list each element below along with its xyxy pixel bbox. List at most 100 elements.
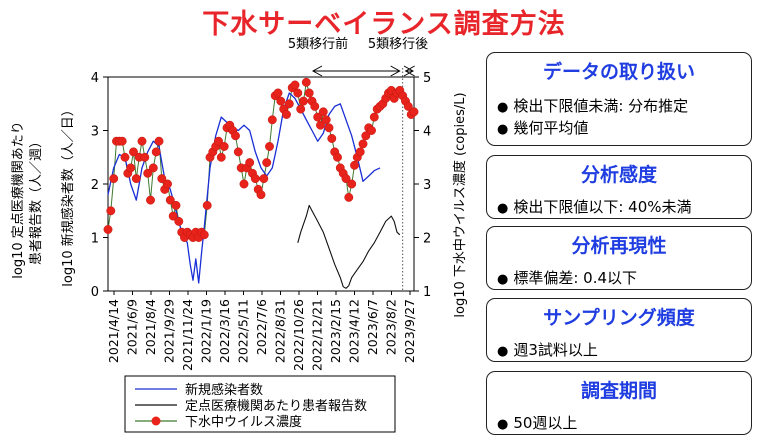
x-tick-label: 2023/9/27 <box>402 299 417 363</box>
wastewater-point <box>250 174 260 184</box>
left-axis-label-1: log10 定点医療機関あたり <box>11 121 26 279</box>
panel-item: ● 検出下限値未満: 分布推定 <box>487 96 751 118</box>
panel-1: 分析感度 ● 検出下限値以下: 40%未満 <box>486 155 752 219</box>
panel-2: 分析再現性 ● 標準偏差: 0.4以下 <box>486 226 752 290</box>
x-tick-label: 2021/11/24 <box>180 299 195 371</box>
legend-marker <box>151 416 161 426</box>
wastewater-point <box>120 152 130 162</box>
bullet-icon: ● <box>497 201 509 216</box>
line-chart: 0 1 2 3 4 1 2 3 4 5 2021/4/14 2021/6/9 2021/8/4 2021/… <box>11 36 468 433</box>
wastewater-point <box>233 147 243 157</box>
wastewater-point <box>361 131 371 141</box>
wastewater-point <box>284 99 294 109</box>
panel-item: ● 標準偏差: 0.4以下 <box>487 268 751 290</box>
wastewater-point <box>131 174 141 184</box>
wastewater-point <box>276 96 286 106</box>
x-tick-label: 2021/9/29 <box>162 299 177 363</box>
bullet-icon: ● <box>497 272 509 287</box>
left-tick-label: 3 <box>91 125 99 140</box>
after-period-arrow-head <box>404 65 415 77</box>
left-axis-label-3: log10 新規感染者数（人／日） <box>60 103 76 287</box>
wastewater-point <box>318 107 328 117</box>
x-tick-label: 2021/6/9 <box>125 299 140 355</box>
x-tick-label: 2022/10/26 <box>291 299 306 371</box>
panel-3: サンプリング頻度 ● 週3試料以上 <box>486 298 752 362</box>
wastewater-point <box>137 136 147 146</box>
wastewater-point <box>202 200 212 210</box>
right-tick-label: 3 <box>423 178 431 193</box>
panel-4: 調査期間 ● 50週以上 <box>486 371 752 435</box>
panel-item: ● 幾何平均値 <box>487 118 751 140</box>
bullet-icon: ● <box>497 100 509 115</box>
wastewater-point <box>259 174 269 184</box>
left-tick-label: 1 <box>91 232 99 247</box>
wastewater-point <box>216 152 226 162</box>
wastewater-point <box>296 104 306 114</box>
bullet-icon: ● <box>497 344 509 359</box>
wastewater-point <box>367 126 376 135</box>
panel-title: 調査期間 <box>580 380 657 402</box>
before-period-arrow-head <box>311 65 323 77</box>
legend-label-0: 新規感染者数 <box>185 382 263 398</box>
wastewater-point <box>117 136 127 146</box>
x-tick-label: 2022/1/19 <box>199 299 214 363</box>
wastewater-point <box>148 163 158 173</box>
wastewater-point <box>267 115 277 125</box>
x-tick-label: 2023/2/15 <box>328 299 343 363</box>
panel-item-text: 週3試料以上 <box>513 341 598 359</box>
wastewater-point <box>273 88 283 98</box>
panel-title: データの取り扱い <box>542 61 695 83</box>
wastewater-point <box>140 152 150 162</box>
bullet-icon: ● <box>497 417 509 432</box>
wastewater-point <box>146 195 155 205</box>
page-title: 下水サーベイランス調査方法 <box>202 9 566 40</box>
panel-title: サンプリング頻度 <box>543 307 695 329</box>
wastewater-point <box>409 107 419 117</box>
wastewater-point <box>327 134 337 143</box>
chart-series <box>103 77 419 289</box>
right-tick-label: 2 <box>423 232 431 247</box>
wastewater-point <box>143 168 153 178</box>
x-tick-label: 2021/8/4 <box>143 299 158 355</box>
wastewater-point <box>282 110 291 119</box>
panel-title: 分析感度 <box>580 164 657 186</box>
panel-item: ● 週3試料以上 <box>487 340 751 362</box>
x-tick-label: 2022/5/11 <box>236 299 251 363</box>
right-tick-label: 1 <box>423 285 431 300</box>
wastewater-point <box>344 192 354 202</box>
left-axis-label-2: 患者報告数（人／週） <box>29 135 44 265</box>
right-tick-label: 4 <box>423 125 431 140</box>
wastewater-point <box>403 101 413 111</box>
wastewater-point <box>333 152 342 162</box>
panel-title: 分析再現性 <box>571 235 667 257</box>
legend-box <box>124 375 396 433</box>
wastewater-point <box>310 101 320 111</box>
wastewater-point <box>265 142 274 151</box>
wastewater-point <box>214 136 223 146</box>
plot-frame <box>107 76 415 292</box>
panel-item: ● 50週以上 <box>487 413 751 435</box>
wastewater-point <box>262 158 272 168</box>
right-tick-label: 5 <box>423 71 431 86</box>
wastewater-point <box>231 131 240 141</box>
wastewater-line <box>107 81 415 238</box>
x-tick-label: 2022/7/6 <box>254 299 269 355</box>
wastewater-point <box>219 142 229 151</box>
wastewater-point <box>168 211 178 221</box>
wastewater-point <box>151 147 161 157</box>
wastewater-point <box>174 216 184 226</box>
wastewater-point <box>316 120 325 130</box>
wastewater-point <box>350 160 359 170</box>
wastewater-point <box>358 139 368 149</box>
wastewater-point <box>106 206 116 216</box>
wastewater-point <box>321 115 331 125</box>
wastewater-point <box>245 158 255 168</box>
wastewater-point <box>301 77 311 87</box>
x-tick-label: 2022/8/31 <box>273 299 288 363</box>
right-axis-label: log10 下水中ウイルス濃度 (copies/L) <box>452 92 468 317</box>
period-before-label: 5類移行前 <box>288 36 348 52</box>
wastewater-point <box>103 225 113 234</box>
after-period-arrow-tail <box>403 65 415 77</box>
wastewater-point <box>157 174 167 184</box>
x-tick-label: 2023/4/12 <box>347 299 362 363</box>
